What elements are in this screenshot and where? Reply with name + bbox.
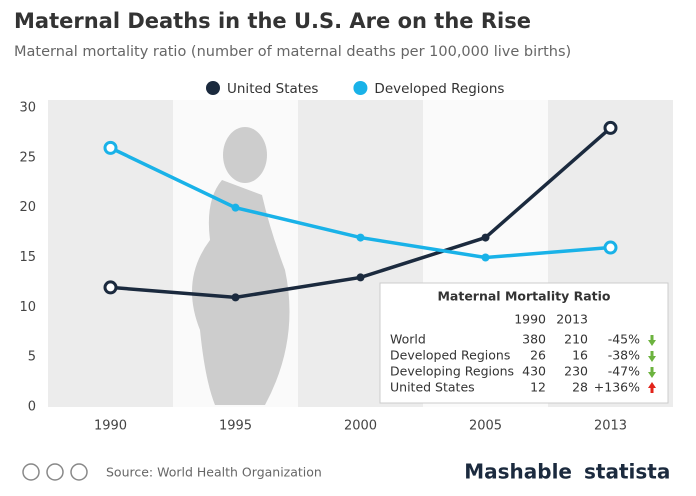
table-cell: -45% xyxy=(608,332,640,347)
table-title: Maternal Mortality Ratio xyxy=(437,289,610,304)
table-cell: 430 xyxy=(522,364,546,379)
x-tick-label: 1995 xyxy=(219,419,252,434)
point xyxy=(356,273,365,282)
legend-marker xyxy=(206,81,220,95)
table: Maternal Mortality Ratio 1990 2013 World 380… xyxy=(390,289,656,395)
table-cell: +136% xyxy=(594,380,640,395)
table-header: 1990 xyxy=(514,312,546,327)
y-tick-label: 0 xyxy=(28,400,36,415)
silhouette xyxy=(192,127,290,405)
chart-subtitle: Maternal mortality ratio (number of mate… xyxy=(14,44,571,60)
point xyxy=(231,203,240,212)
table-cell: 210 xyxy=(564,332,588,347)
table-cell: World xyxy=(390,332,426,347)
legend-label: Developed Regions xyxy=(374,81,504,97)
x-tick-label: 1990 xyxy=(94,419,127,434)
change-arrow xyxy=(648,367,656,378)
table-cell: 12 xyxy=(530,380,546,395)
y-tick-label: 5 xyxy=(28,350,36,365)
y-tick-label: 10 xyxy=(19,300,36,315)
y-tick-label: 25 xyxy=(19,150,36,165)
change-arrow xyxy=(648,335,656,346)
table-cell: 28 xyxy=(572,380,588,395)
table-cell: -38% xyxy=(608,348,640,363)
table-header: 2013 xyxy=(556,312,588,327)
table-box xyxy=(379,282,669,404)
point xyxy=(231,293,240,302)
license-icons xyxy=(22,463,88,481)
point xyxy=(103,140,118,155)
chart-title: Maternal Deaths in the U.S. Are on the R… xyxy=(14,9,531,33)
y-tick-label: 15 xyxy=(19,250,36,265)
table-cell: 380 xyxy=(522,332,546,347)
point xyxy=(103,280,118,295)
table-cell: 26 xyxy=(530,348,546,363)
table-cell: Developed Regions xyxy=(390,348,510,363)
source: Source: World Health Organization xyxy=(106,465,322,480)
brand: Mashable xyxy=(464,460,572,484)
point xyxy=(481,233,490,242)
x-tick-label: 2013 xyxy=(594,419,627,434)
point xyxy=(603,240,618,255)
plot xyxy=(103,120,618,302)
point xyxy=(481,253,490,262)
table-cell: Developing Regions xyxy=(390,364,514,379)
brand: statista xyxy=(584,460,670,484)
table-cell: 230 xyxy=(564,364,588,379)
point xyxy=(603,120,618,135)
table-cell: 16 xyxy=(572,348,588,363)
point xyxy=(356,233,365,242)
change-arrow xyxy=(648,382,656,393)
x-tick-label: 2000 xyxy=(344,419,377,434)
y-tick-label: 30 xyxy=(19,101,36,116)
legend-marker xyxy=(353,81,368,95)
table-cell: -47% xyxy=(608,364,640,379)
change-arrow xyxy=(648,351,656,362)
y-tick-label: 20 xyxy=(19,200,36,215)
x-tick-label: 2005 xyxy=(469,419,502,434)
legend-label: United States xyxy=(227,81,318,97)
table-cell: United States xyxy=(390,380,475,395)
